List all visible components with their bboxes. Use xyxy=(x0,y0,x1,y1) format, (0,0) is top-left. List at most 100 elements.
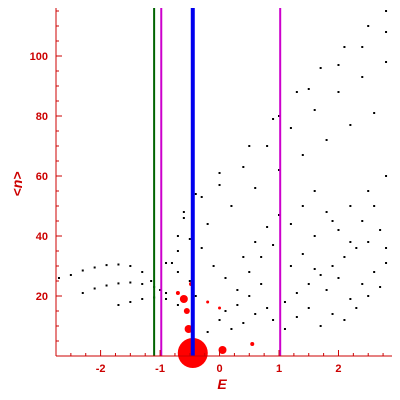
data-point xyxy=(69,274,72,276)
data-point xyxy=(272,244,275,246)
data-point xyxy=(248,295,251,297)
data-point xyxy=(212,265,215,267)
data-point xyxy=(266,307,269,309)
data-point xyxy=(150,280,153,282)
data-point xyxy=(361,283,364,285)
data-point xyxy=(349,124,352,126)
x-tick-label: 0 xyxy=(216,363,222,375)
axes xyxy=(55,8,392,357)
data-point xyxy=(182,217,185,219)
highlight-point xyxy=(179,295,188,303)
data-point xyxy=(272,118,275,120)
x-tick-label: 2 xyxy=(335,363,341,375)
y-axis-label: <n> xyxy=(9,172,25,197)
data-point xyxy=(129,301,132,303)
data-point xyxy=(176,235,179,237)
data-point xyxy=(254,187,257,189)
data-point xyxy=(242,166,245,168)
data-point xyxy=(117,263,120,266)
x-tick-label: 1 xyxy=(276,363,282,375)
data-point xyxy=(313,268,316,270)
x-tick-label: -1 xyxy=(155,363,165,375)
data-point xyxy=(188,238,191,240)
data-point xyxy=(236,304,239,306)
data-point xyxy=(200,196,203,198)
data-point xyxy=(301,154,304,156)
data-point xyxy=(343,319,346,321)
data-point xyxy=(361,76,364,78)
data-point xyxy=(313,235,316,237)
data-point xyxy=(331,313,334,315)
data-point xyxy=(93,266,96,269)
data-point xyxy=(349,298,352,300)
data-point xyxy=(105,284,108,287)
data-point xyxy=(176,250,179,252)
data-point xyxy=(188,280,191,282)
data-point xyxy=(325,139,328,141)
data-point xyxy=(307,307,310,309)
data-point xyxy=(343,46,346,48)
data-point xyxy=(165,262,168,264)
data-point xyxy=(361,46,364,48)
data-point xyxy=(295,316,298,318)
data-point xyxy=(367,25,370,27)
highlight-point xyxy=(206,300,210,304)
data-point xyxy=(117,304,120,306)
data-point xyxy=(57,277,60,279)
data-point xyxy=(325,211,328,213)
data-point xyxy=(242,256,245,258)
data-points xyxy=(57,10,388,333)
highlight-point xyxy=(218,306,222,310)
x-tick-label: -2 xyxy=(96,363,106,375)
data-point xyxy=(141,283,144,285)
data-point xyxy=(349,241,352,243)
y-tick-label: 80 xyxy=(36,111,48,123)
data-point xyxy=(230,205,233,207)
data-point xyxy=(224,310,227,312)
data-point xyxy=(129,265,132,267)
data-point xyxy=(266,145,269,147)
data-point xyxy=(218,184,221,186)
data-point xyxy=(182,211,185,213)
data-point xyxy=(343,256,346,258)
data-point xyxy=(242,322,245,324)
data-point xyxy=(260,283,263,285)
data-point xyxy=(301,253,304,255)
data-point xyxy=(141,298,144,300)
highlight-point xyxy=(218,346,227,354)
data-point xyxy=(337,277,340,279)
highlight-point xyxy=(184,325,193,333)
data-point xyxy=(278,169,281,171)
highlight-point xyxy=(250,342,255,346)
data-point xyxy=(254,241,257,243)
data-point xyxy=(331,220,334,222)
highlighted-points xyxy=(175,282,255,368)
data-point xyxy=(319,67,322,69)
data-point xyxy=(373,112,376,114)
axis-ticks: -2 -1 0 1 2 20 40 60 80 100 xyxy=(30,10,384,375)
data-point xyxy=(313,109,316,111)
data-point xyxy=(129,281,132,284)
data-point xyxy=(385,262,388,264)
data-point xyxy=(200,247,203,249)
data-point xyxy=(248,271,251,273)
data-point xyxy=(301,205,304,207)
data-point xyxy=(260,256,263,258)
data-point xyxy=(385,10,388,12)
data-point xyxy=(385,175,388,177)
data-point xyxy=(266,226,269,228)
data-point xyxy=(176,271,179,273)
data-point xyxy=(194,193,197,195)
data-point xyxy=(349,205,352,207)
data-point xyxy=(319,274,322,276)
data-point xyxy=(165,298,168,300)
data-point xyxy=(289,223,292,225)
data-point xyxy=(367,241,370,243)
data-point xyxy=(218,319,221,321)
data-point xyxy=(278,115,281,117)
y-tick-label: 20 xyxy=(36,291,48,303)
data-point xyxy=(295,292,298,294)
data-point xyxy=(278,214,281,216)
vertical-lines xyxy=(153,8,282,356)
highlight-point xyxy=(175,291,180,295)
